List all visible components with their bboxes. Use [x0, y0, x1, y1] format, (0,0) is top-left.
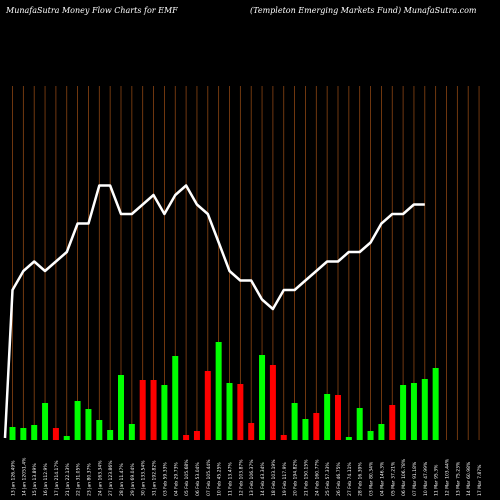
x-axis-label: 31 Jan 192.82%: [152, 460, 158, 496]
volume-bar: [280, 435, 287, 440]
x-axis-label: 27 Feb 74.11%: [347, 462, 353, 496]
volume-bar: [85, 409, 92, 440]
volume-bar: [128, 424, 135, 440]
x-axis-label: 06 Mar 106.78%: [401, 458, 407, 496]
x-axis-label: 04 Feb 29.73%: [173, 462, 179, 496]
volume-bar: [345, 437, 352, 440]
volume-bar: [302, 419, 309, 440]
volume-bar: [367, 431, 374, 440]
x-axis-label: 16 Jan 112.9%: [43, 463, 49, 496]
x-axis-label: 13 Mar 75.23%: [455, 461, 461, 496]
x-axis-label: 10 Feb 45.25%: [217, 462, 223, 496]
chart-title: MunafaSutra Money Flow Charts for EMF: [6, 6, 178, 15]
x-axis-label: 24 Jan 163.34%: [97, 460, 103, 496]
chart-subtitle: (Templeton Emerging Markets Fund) Munafa…: [250, 6, 477, 15]
volume-bar: [74, 401, 81, 440]
volume-bar: [335, 395, 341, 440]
volume-bar: [291, 403, 298, 440]
volume-bar: [378, 424, 385, 440]
x-axis-label: 06 Feb 53.04%: [195, 462, 201, 496]
x-axis-label: 04 Mar 146.3%: [379, 461, 385, 496]
volume-bar: [20, 428, 27, 440]
x-axis-label: 24 Feb 160.77%: [314, 459, 320, 496]
volume-bar: [107, 430, 114, 440]
x-axis-label: 12 Feb 103.87%: [238, 459, 244, 496]
x-axis-label: 26 Feb 46.75%: [336, 462, 342, 496]
volume-bar: [31, 425, 38, 440]
x-axis-label: 20 Feb 194.82%: [293, 459, 299, 496]
x-axis-label: 13 Feb 106.37%: [249, 459, 255, 496]
volume-bar: [42, 403, 49, 440]
x-axis-label: 28 Feb 16.39%: [358, 462, 364, 496]
volume-bar: [204, 371, 211, 440]
x-axis-labels: 13 Jan 126.49% 14 Jan 12051.4% 15 Jan 13.8…: [11, 457, 484, 496]
price-line: [3, 184, 425, 439]
volume-bar: [226, 383, 233, 440]
x-axis-label: 17 Mar 7.87%: [477, 464, 483, 496]
volume-bar: [139, 380, 146, 440]
x-axis-label: 12 Mar 103.44%: [445, 458, 451, 496]
volume-bar: [215, 342, 222, 440]
volume-bar: [432, 368, 439, 440]
x-axis-label: 30 Jan 133.54%: [141, 460, 147, 496]
x-axis-label: 23 Jan 80.37%: [86, 463, 92, 496]
x-axis-label: 14 Mar 60.98%: [466, 461, 472, 496]
x-axis-label: 18 Feb 103.19%: [271, 459, 277, 496]
x-axis-label: 05 Mar 37.21%: [390, 461, 396, 496]
x-axis-label: 17 Jan 214.17%: [54, 460, 60, 496]
volume-bar: [410, 383, 417, 440]
volume-bar: [63, 436, 70, 440]
volume-bars: [9, 342, 439, 440]
x-axis-label: 19 Feb 117.9%: [282, 462, 288, 496]
volume-bar: [324, 394, 331, 440]
volume-bar: [313, 413, 320, 440]
x-axis-label: 21 Jan 22.13%: [65, 463, 71, 496]
x-axis-label: 14 Jan 12051.4%: [21, 457, 27, 496]
volume-bar: [52, 428, 59, 440]
x-axis-label: 10 Mar 47.99%: [423, 461, 429, 496]
x-axis-label: 11 Feb 13.47%: [228, 462, 234, 496]
x-axis-label: 29 Jan 69.04%: [130, 463, 136, 496]
x-axis-label: 15 Jan 13.89%: [32, 463, 38, 496]
volume-bar: [248, 423, 255, 440]
x-axis-label: 07 Mar 91.18%: [412, 461, 418, 496]
x-axis-label: 11 Mar 95.3%: [434, 464, 440, 496]
volume-bar: [421, 379, 428, 440]
volume-bar: [259, 355, 266, 440]
x-axis-label: 07 Feb 105.44%: [206, 459, 212, 496]
volume-bar: [237, 384, 244, 440]
volume-bar: [161, 385, 168, 440]
x-axis-label: 14 Feb 43.34%: [260, 462, 266, 496]
x-axis-label: 05 Feb 105.68%: [184, 459, 190, 496]
x-axis-label: 27 Jan 123.86%: [108, 460, 114, 496]
volume-bar: [193, 431, 200, 440]
volume-bar: [389, 405, 396, 440]
volume-bar: [183, 435, 190, 440]
volume-bar: [118, 375, 124, 440]
x-axis-label: 13 Jan 126.49%: [11, 460, 17, 496]
price-line-path: [3, 184, 425, 439]
x-axis-label: 25 Feb 57.33%: [325, 462, 331, 496]
grid-lines: [12, 86, 480, 440]
x-axis-label: 21 Feb 150.15%: [303, 459, 309, 496]
volume-bar: [150, 380, 157, 440]
volume-bar: [9, 427, 16, 440]
volume-bar: [172, 356, 179, 440]
volume-bar: [269, 365, 276, 440]
volume-bar: [96, 420, 103, 440]
x-axis-label: 03 Mar 80.34%: [369, 461, 375, 496]
volume-bar: [400, 385, 407, 440]
x-axis-label: 03 Feb 59.33%: [162, 462, 168, 496]
x-axis-label: 22 Jan 31.05%: [76, 463, 82, 496]
x-axis-label: 28 Jan 11.47%: [119, 463, 125, 496]
volume-bar: [356, 408, 363, 440]
